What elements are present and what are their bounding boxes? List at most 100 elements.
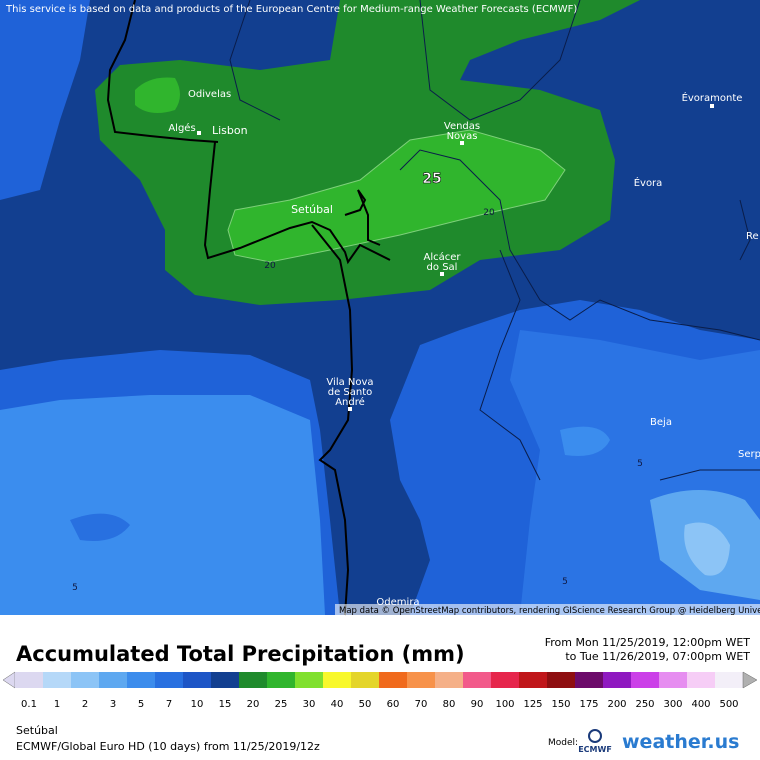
scale-label: 175 <box>579 699 598 710</box>
scale-label: 60 <box>387 699 400 710</box>
scale-label: 2 <box>82 699 88 710</box>
place-marker <box>440 272 444 276</box>
scale-label: 70 <box>415 699 428 710</box>
scale-label: 7 <box>166 699 172 710</box>
light-green-area <box>135 77 180 114</box>
scale-label: 20 <box>247 699 260 710</box>
scale-label: 80 <box>443 699 456 710</box>
legend-title: Accumulated Total Precipitation (mm) <box>16 642 465 666</box>
scale-label: 15 <box>219 699 232 710</box>
place-label: André <box>335 396 365 408</box>
scale-label: 500 <box>719 699 738 710</box>
color-swatch <box>603 672 631 688</box>
contour-label: 5 <box>72 583 78 593</box>
place-label: Vendas <box>444 121 480 132</box>
color-swatch <box>43 672 71 688</box>
color-swatch <box>99 672 127 688</box>
color-swatch <box>407 672 435 688</box>
color-swatch <box>295 672 323 688</box>
place-marker <box>348 407 352 411</box>
color-swatch <box>435 672 463 688</box>
color-swatch <box>323 672 351 688</box>
color-swatch <box>15 672 43 688</box>
color-swatch <box>631 672 659 688</box>
light-green-area <box>227 129 566 263</box>
color-swatch <box>687 672 715 688</box>
location: Setúbal <box>16 724 58 737</box>
notice: This service is based on data and produc… <box>5 4 577 15</box>
color-swatch <box>659 672 687 688</box>
color-swatch <box>715 672 743 688</box>
color-swatch <box>239 672 267 688</box>
place-label: Alcácer <box>423 251 461 263</box>
place-label: Lisbon <box>212 124 248 137</box>
color-swatch <box>491 672 519 688</box>
place-label: Odivelas <box>188 89 231 100</box>
attribution: Map data © OpenStreetMap contributors, r… <box>339 606 760 616</box>
scale-label: 90 <box>471 699 484 710</box>
color-swatch <box>575 672 603 688</box>
place-label: Re <box>746 231 759 242</box>
place-label: Évoramonte <box>682 91 743 104</box>
color-swatch <box>155 672 183 688</box>
place-label: Odemira <box>376 597 419 608</box>
ecmwf-icon <box>588 729 602 743</box>
scale-label: 1 <box>54 699 60 710</box>
scale-label: 50 <box>359 699 372 710</box>
place-marker <box>460 141 464 145</box>
scale-label: 10 <box>191 699 204 710</box>
blue-area <box>0 0 90 200</box>
color-swatch <box>463 672 491 688</box>
scale-label: 30 <box>303 699 316 710</box>
light-blue-area <box>560 426 610 456</box>
color-swatch <box>267 672 295 688</box>
model-label: Model: <box>548 738 578 748</box>
scale-arrow-left <box>2 671 16 689</box>
place-label: de Santo <box>328 387 373 398</box>
scale-label: 100 <box>495 699 514 710</box>
color-swatch <box>351 672 379 688</box>
contour-label: 25 <box>422 171 441 187</box>
place-label: Vila Nova <box>326 377 373 388</box>
scale-label: 5 <box>138 699 144 710</box>
place-label: Setúbal <box>291 203 333 216</box>
place-marker <box>710 104 714 108</box>
color-swatch <box>379 672 407 688</box>
scale-label: 25 <box>275 699 288 710</box>
scale-label: 3 <box>110 699 116 710</box>
contour-labels: 25 20 20 5 5 5 <box>72 171 643 593</box>
legend: Accumulated Total Precipitation (mm) Fro… <box>2 636 758 754</box>
lighter-blue-area <box>684 522 730 576</box>
legend-from: From Mon 11/25/2019, 12:00pm WET <box>545 636 751 649</box>
light-blue-area <box>0 395 325 615</box>
brand-logo: weather.us <box>622 731 739 753</box>
place-label: Serp <box>738 449 760 460</box>
color-scale: 0.1 1 2 3 5 7 10 15 20 25 30 40 50 60 70 80 90 100 125 150 1… <box>2 671 743 710</box>
scale-label: 250 <box>635 699 654 710</box>
contour-label: 5 <box>562 577 568 587</box>
color-swatch <box>183 672 211 688</box>
color-swatch <box>547 672 575 688</box>
scale-label: 150 <box>551 699 570 710</box>
scale-label: 200 <box>607 699 626 710</box>
contour-label: 5 <box>637 459 643 469</box>
map: This service is based on data and produc… <box>0 0 760 616</box>
scale-label: 400 <box>691 699 710 710</box>
coastline <box>106 0 391 616</box>
scale-arrow-right <box>742 671 758 689</box>
scale-label: 300 <box>663 699 682 710</box>
place-label: Beja <box>650 417 672 428</box>
color-swatch <box>211 672 239 688</box>
scale-label: 125 <box>523 699 542 710</box>
scale-label: 0.1 <box>21 699 37 710</box>
scale-label: 40 <box>331 699 344 710</box>
color-swatch <box>127 672 155 688</box>
blue-area <box>70 513 130 541</box>
place-label: do Sal <box>427 262 458 273</box>
model-logo: ECMWF <box>578 745 612 754</box>
color-swatch <box>71 672 99 688</box>
place-label: Évora <box>634 176 663 189</box>
color-swatch <box>519 672 547 688</box>
